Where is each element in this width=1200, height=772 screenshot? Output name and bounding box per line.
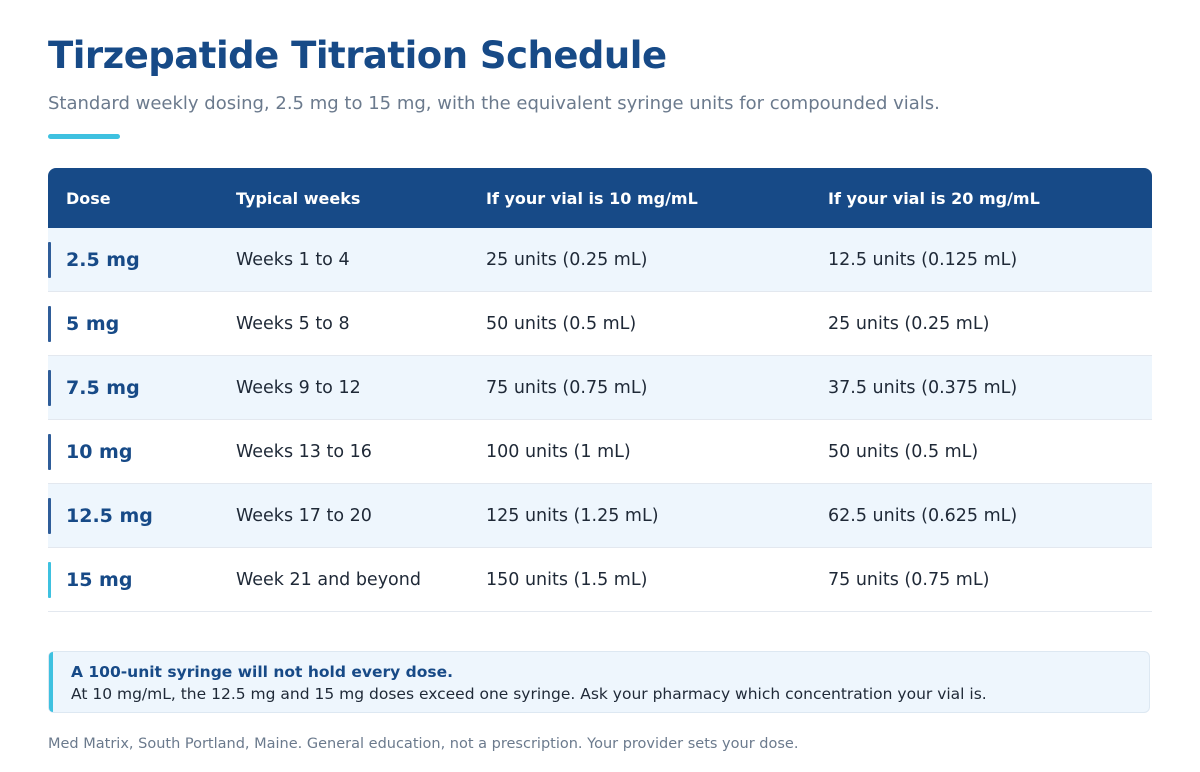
vial-10-cell: 50 units (0.5 mL)	[486, 314, 637, 334]
dose-cell: 5 mg	[66, 313, 120, 335]
title-accent-bar	[48, 134, 120, 139]
table-row: 2.5 mg Weeks 1 to 4 25 units (0.25 mL) 1…	[48, 228, 1152, 292]
column-header-vial-10: If your vial is 10 mg/mL	[486, 189, 698, 208]
vial-20-cell: 25 units (0.25 mL)	[828, 314, 990, 334]
weeks-cell: Week 21 and beyond	[236, 570, 421, 590]
table-row: 10 mg Weeks 13 to 16 100 units (1 mL) 50…	[48, 420, 1152, 484]
weeks-cell: Weeks 13 to 16	[236, 442, 372, 462]
footer-disclaimer: Med Matrix, South Portland, Maine. Gener…	[48, 736, 799, 752]
weeks-cell: Weeks 9 to 12	[236, 378, 361, 398]
table-row: 5 mg Weeks 5 to 8 50 units (0.5 mL) 25 u…	[48, 292, 1152, 356]
vial-20-cell: 12.5 units (0.125 mL)	[828, 250, 1018, 270]
weeks-cell: Weeks 1 to 4	[236, 250, 350, 270]
titration-table: Dose Typical weeks If your vial is 10 mg…	[48, 168, 1152, 612]
row-marker	[48, 498, 51, 534]
vial-10-cell: 75 units (0.75 mL)	[486, 378, 648, 398]
dose-cell: 15 mg	[66, 569, 133, 591]
row-marker	[48, 562, 51, 598]
dose-cell: 7.5 mg	[66, 377, 140, 399]
vial-10-cell: 150 units (1.5 mL)	[486, 570, 648, 590]
dose-cell: 2.5 mg	[66, 249, 140, 271]
dose-cell: 12.5 mg	[66, 505, 153, 527]
callout-body: At 10 mg/mL, the 12.5 mg and 15 mg doses…	[71, 685, 987, 703]
row-marker	[48, 306, 51, 342]
vial-20-cell: 75 units (0.75 mL)	[828, 570, 990, 590]
table-row: 15 mg Week 21 and beyond 150 units (1.5 …	[48, 548, 1152, 612]
table-row: 12.5 mg Weeks 17 to 20 125 units (1.25 m…	[48, 484, 1152, 548]
page-title: Tirzepatide Titration Schedule	[48, 34, 667, 77]
callout-title: A 100-unit syringe will not hold every d…	[71, 663, 453, 681]
syringe-callout: A 100-unit syringe will not hold every d…	[48, 651, 1150, 713]
column-header-weeks: Typical weeks	[236, 189, 361, 208]
vial-10-cell: 100 units (1 mL)	[486, 442, 631, 462]
callout-accent-bar	[49, 652, 53, 712]
table-row: 7.5 mg Weeks 9 to 12 75 units (0.75 mL) …	[48, 356, 1152, 420]
row-marker	[48, 434, 51, 470]
vial-10-cell: 25 units (0.25 mL)	[486, 250, 648, 270]
vial-20-cell: 37.5 units (0.375 mL)	[828, 378, 1018, 398]
row-marker	[48, 242, 51, 278]
page-subtitle: Standard weekly dosing, 2.5 mg to 15 mg,…	[48, 93, 940, 114]
row-marker	[48, 370, 51, 406]
column-header-vial-20: If your vial is 20 mg/mL	[828, 189, 1040, 208]
column-header-dose: Dose	[66, 189, 111, 208]
vial-10-cell: 125 units (1.25 mL)	[486, 506, 659, 526]
vial-20-cell: 62.5 units (0.625 mL)	[828, 506, 1018, 526]
weeks-cell: Weeks 5 to 8	[236, 314, 350, 334]
dose-cell: 10 mg	[66, 441, 133, 463]
weeks-cell: Weeks 17 to 20	[236, 506, 372, 526]
vial-20-cell: 50 units (0.5 mL)	[828, 442, 979, 462]
table-header: Dose Typical weeks If your vial is 10 mg…	[48, 168, 1152, 228]
